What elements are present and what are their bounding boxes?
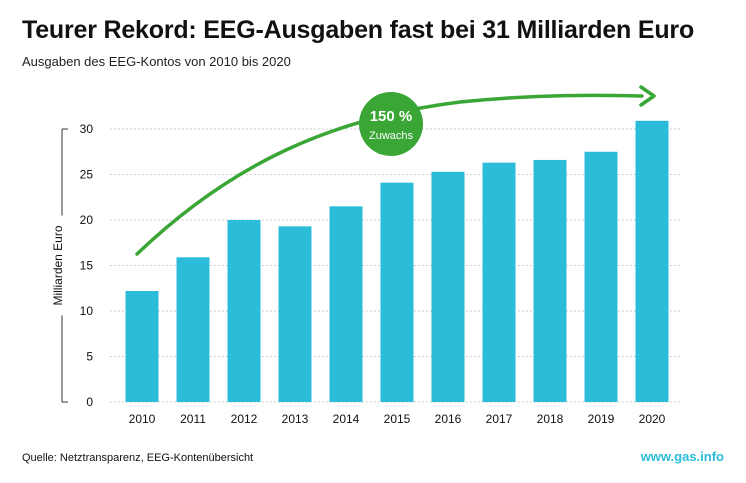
bar-2013: [278, 226, 312, 402]
source-note: Quelle: Netztransparenz, EEG-Kontenübers…: [22, 452, 254, 464]
bar-2015: [380, 182, 414, 402]
bar-2010: [125, 290, 159, 402]
x-tick-label: 2018: [537, 412, 564, 426]
website-link[interactable]: www.gas.info: [640, 449, 724, 464]
x-tick-label: 2020: [639, 412, 666, 426]
growth-badge-circle: [359, 92, 423, 156]
y-tick-label: 0: [86, 395, 93, 409]
y-axis: 0 5 10 15 20 25 30 Milliarden Euro: [51, 122, 93, 409]
y-tick-label: 10: [80, 304, 94, 318]
growth-badge-percent: 150 %: [370, 108, 413, 125]
bar-2019: [584, 151, 618, 402]
y-axis-label-bg: [52, 215, 67, 316]
growth-badge-label: Zuwachs: [369, 130, 414, 142]
growth-arrow-head: [639, 85, 656, 107]
y-tick-label: 20: [80, 213, 94, 227]
y-tick-label: 30: [80, 122, 94, 136]
growth-badge: 150 % Zuwachs: [359, 92, 423, 156]
growth-arrow-line: [135, 93, 644, 256]
chart-subtitle: Ausgaben des EEG-Kontos von 2010 bis 202…: [22, 54, 291, 69]
bar-2018: [533, 159, 567, 402]
y-axis-label: Milliarden Euro: [51, 225, 65, 305]
x-tick-label: 2015: [384, 412, 411, 426]
bar-2016: [431, 171, 465, 402]
growth-arrow: [135, 85, 656, 256]
y-tick-label: 15: [80, 259, 94, 273]
x-tick-label: 2012: [231, 412, 258, 426]
chart-title: Teurer Rekord: EEG-Ausgaben fast bei 31 …: [22, 16, 695, 44]
x-tick-label: 2014: [333, 412, 360, 426]
bar-2020: [635, 120, 669, 402]
bars: [125, 120, 669, 402]
bar-2017: [482, 162, 516, 402]
x-tick-label: 2017: [486, 412, 513, 426]
x-tick-label: 2019: [588, 412, 615, 426]
x-tick-label: 2010: [129, 412, 156, 426]
x-tick-label: 2011: [180, 412, 206, 426]
bar-2014: [329, 206, 363, 402]
bar-2012: [227, 220, 261, 402]
bar-2011: [176, 257, 210, 402]
x-tick-label: 2016: [435, 412, 462, 426]
x-axis-labels: 2010 2011 2012 2013 2014 2015 2016 2017 2018 2019…: [129, 412, 666, 426]
y-tick-label: 25: [80, 168, 94, 182]
y-tick-label: 5: [86, 350, 93, 364]
x-tick-label: 2013: [282, 412, 309, 426]
